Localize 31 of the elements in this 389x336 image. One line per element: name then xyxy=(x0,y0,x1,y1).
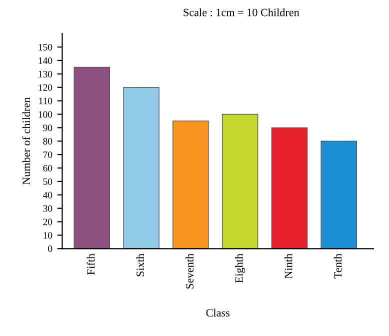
y-tick-label: 140 xyxy=(38,57,52,64)
y-tick-label: 150 xyxy=(38,44,52,51)
y-tick-label: 120 xyxy=(38,84,52,91)
y-tick-label: 100 xyxy=(38,111,52,118)
x-tick-label: Tenth xyxy=(334,254,342,278)
y-tick-label: 70 xyxy=(43,151,52,158)
y-tick-label: 50 xyxy=(43,178,52,185)
bar xyxy=(172,120,209,249)
y-tick-label: 20 xyxy=(43,218,52,226)
x-tick-label: Eighth xyxy=(235,254,246,283)
y-tick-label: 10 xyxy=(44,232,52,239)
y-tick-label: 90 xyxy=(43,124,52,132)
text: Scale : 1cm = 10 Children xyxy=(184,8,300,16)
bar xyxy=(222,114,258,249)
bar xyxy=(320,140,357,249)
bar xyxy=(123,87,160,249)
x-tick-label: Ninth xyxy=(284,254,292,278)
y-tick-label: 60 xyxy=(43,164,52,172)
x-tick-label: Seventh xyxy=(186,254,194,289)
y-tick-label: 40 xyxy=(42,192,52,198)
x-tick-label: Fifth xyxy=(86,254,95,275)
bar xyxy=(271,127,308,249)
x-tick-label: Sixth xyxy=(136,254,144,276)
y-tick-label: 0 xyxy=(48,246,52,252)
y-tick-label: 130 xyxy=(38,70,52,78)
bar xyxy=(74,66,110,249)
y-tick-label: 80 xyxy=(43,138,52,145)
y-axis-title: Number of children xyxy=(22,97,30,185)
y-tick-label: 30 xyxy=(43,205,52,212)
x-axis-title: Class xyxy=(206,308,230,317)
y-tick-label: 110 xyxy=(39,98,52,104)
